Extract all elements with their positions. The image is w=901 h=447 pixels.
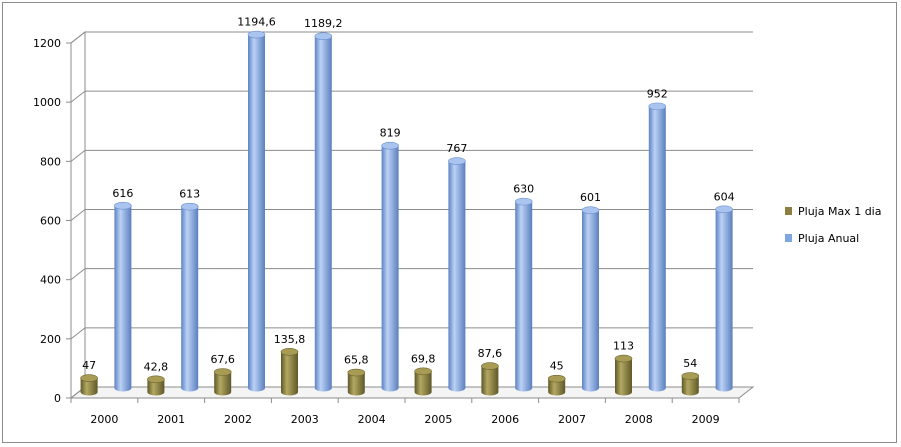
- data-label: 616: [112, 187, 133, 200]
- x-axis-tick-labels: 2000 2001 2002 2003 2004 2005 2006 2007 2008 2009: [70, 397, 740, 426]
- legend-swatch: [785, 207, 792, 215]
- y-axis-tick-labels: 0 200 400 600 800 1000 1200: [33, 37, 71, 405]
- data-label: 135,8: [274, 333, 306, 346]
- data-label: 113: [613, 340, 634, 353]
- gridline-side: [70, 31, 86, 44]
- data-label: 601: [580, 191, 601, 204]
- y-tick-label: 1000: [33, 96, 61, 109]
- legend-label: Pluja Anual: [798, 232, 859, 245]
- data-label: 69,8: [411, 352, 436, 365]
- data-label: 67,6: [210, 353, 235, 366]
- bar-pluja-anual-2005: [448, 157, 466, 392]
- bar-pluja-max-1-dia-2008: [614, 354, 633, 396]
- data-labels: 47 616 42,8 613 67,6 1194,6 135,8 1189,2 65,8 819…: [82, 16, 735, 374]
- gridline-side: [70, 209, 86, 221]
- legend-item: Pluja Max 1 dia: [785, 205, 881, 218]
- bar-pluja-max-1-dia-2004: [347, 368, 366, 396]
- y-tick-label: 400: [40, 274, 61, 287]
- x-tick-label: 2001: [157, 413, 185, 426]
- bar-pluja-anual-2003: [314, 32, 333, 392]
- data-label: 47: [82, 359, 96, 372]
- data-label: 42,8: [144, 360, 169, 373]
- bar-pluja-anual-2008: [648, 102, 667, 392]
- bar-pluja-anual-2001: [180, 202, 199, 392]
- legend-label: Pluja Max 1 dia: [798, 205, 881, 218]
- data-label: 45: [550, 360, 564, 373]
- data-label: 54: [683, 357, 697, 370]
- legend-item: Pluja Anual: [785, 232, 859, 245]
- data-label: 604: [714, 190, 735, 203]
- gridline-side: [70, 327, 86, 340]
- bar-pluja-anual-2000: [114, 201, 132, 392]
- bar-pluja-anual-2002: [247, 30, 266, 392]
- bar-pluja-anual-2004: [381, 141, 399, 392]
- bar-pluja-anual-2007: [581, 206, 600, 392]
- bar-pluja-max-1-dia-2001: [147, 375, 165, 396]
- gridline-side: [70, 90, 86, 103]
- bar-pluja-max-1-dia-2006: [481, 362, 499, 396]
- bar-pluja-max-1-dia-2002: [213, 368, 232, 396]
- y-tick-label: 0: [54, 392, 61, 405]
- bar-pluja-max-1-dia-2000: [80, 374, 98, 396]
- y-tick-label: 200: [40, 333, 61, 346]
- bar-pluja-max-1-dia-2009: [681, 372, 700, 396]
- y-tick-label: 800: [40, 155, 61, 168]
- x-tick-label: 2002: [224, 413, 252, 426]
- bar-pluja-max-1-dia-2005: [414, 367, 432, 396]
- data-label: 630: [513, 183, 534, 196]
- bar-pluja-max-1-dia-2007: [547, 374, 566, 396]
- bars: [80, 30, 733, 396]
- x-tick-label: 2003: [291, 413, 319, 426]
- bar-pluja-anual-2006: [514, 197, 533, 392]
- x-tick-label: 2006: [491, 413, 519, 426]
- legend: Pluja Max 1 dia Pluja Anual: [785, 205, 881, 245]
- x-tick-label: 2007: [558, 413, 586, 426]
- gridline-side: [70, 268, 86, 281]
- x-tick-label: 2009: [692, 413, 720, 426]
- data-label: 952: [647, 87, 668, 100]
- data-label: 1194,6: [237, 16, 276, 29]
- bar-pluja-anual-2009: [715, 205, 733, 392]
- x-tick-label: 2004: [358, 413, 386, 426]
- data-label: 767: [446, 142, 467, 155]
- x-tick-label: 2000: [90, 413, 118, 426]
- y-tick-label: 600: [40, 215, 61, 228]
- x-tick-label: 2008: [625, 413, 653, 426]
- y-tick-label: 1200: [33, 37, 61, 50]
- bar-pluja-max-1-dia-2003: [280, 348, 299, 396]
- data-label: 65,8: [344, 354, 369, 367]
- data-label: 1189,2: [304, 17, 343, 30]
- legend-swatch: [785, 234, 792, 242]
- data-label: 87,6: [478, 347, 503, 360]
- x-tick-label: 2005: [424, 413, 452, 426]
- gridline-side: [70, 149, 86, 162]
- data-label: 613: [179, 188, 200, 201]
- data-label: 819: [380, 127, 401, 140]
